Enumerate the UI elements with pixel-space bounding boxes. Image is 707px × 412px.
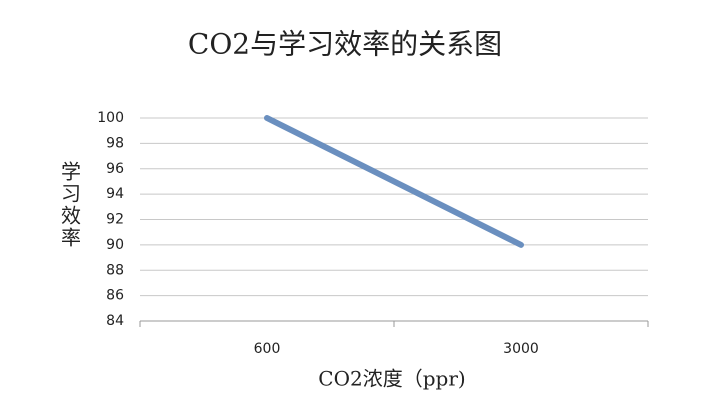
y-tick-label: 88 bbox=[106, 262, 124, 278]
y-tick-label: 90 bbox=[106, 237, 124, 253]
y-tick-label: 92 bbox=[106, 212, 124, 228]
y-tick-label: 100 bbox=[97, 110, 124, 126]
x-axis-label: CO2浓度（ppr) bbox=[318, 367, 465, 391]
chart-title: CO2与学习效率的关系图 bbox=[188, 28, 502, 61]
y-tick-label: 96 bbox=[106, 161, 124, 177]
y-tick-label: 98 bbox=[106, 135, 124, 151]
y-axis-label: 学习效率 bbox=[58, 161, 82, 249]
line bbox=[264, 115, 524, 248]
y-tick-label: 94 bbox=[106, 186, 124, 202]
x-tick-label: 600 bbox=[254, 341, 281, 357]
x-tick-label: 3000 bbox=[503, 341, 539, 357]
y-tick-label: 84 bbox=[106, 313, 124, 329]
y-tick-label: 86 bbox=[106, 288, 124, 304]
